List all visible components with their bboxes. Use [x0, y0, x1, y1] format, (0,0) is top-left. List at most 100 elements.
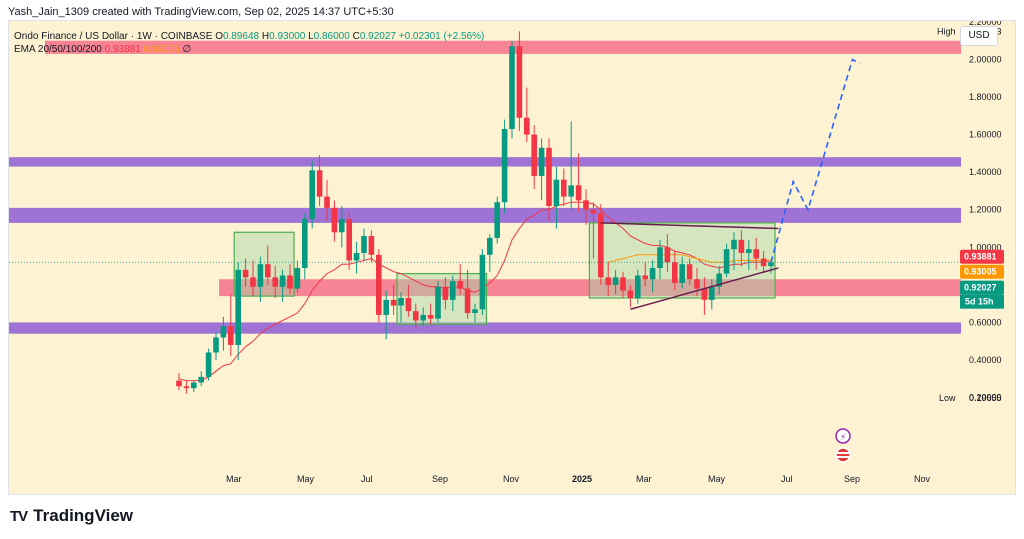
- candle-body[interactable]: [376, 254, 382, 315]
- candle-body[interactable]: [605, 277, 611, 285]
- candle-body[interactable]: [709, 286, 715, 300]
- candle-body[interactable]: [450, 281, 456, 300]
- candle-body[interactable]: [760, 258, 767, 267]
- candle-body[interactable]: [183, 386, 190, 389]
- candle-body[interactable]: [738, 239, 745, 253]
- chart-panel[interactable]: 2.20000 2.00000 1.80000 1.60000 1.40000 1.200…: [8, 20, 1016, 495]
- candle-body[interactable]: [620, 277, 626, 291]
- candle-body[interactable]: [279, 275, 286, 287]
- candle-body[interactable]: [686, 264, 693, 280]
- candle-body[interactable]: [494, 202, 500, 238]
- candle-body[interactable]: [546, 147, 552, 206]
- candle-body[interactable]: [635, 275, 641, 299]
- candle-body[interactable]: [220, 326, 227, 338]
- candle-body[interactable]: [442, 286, 449, 300]
- candle-body[interactable]: [672, 262, 678, 283]
- candle-body[interactable]: [524, 117, 530, 135]
- candle-body[interactable]: [768, 262, 774, 267]
- candle-body[interactable]: [390, 299, 397, 306]
- candle-body[interactable]: [694, 279, 700, 289]
- tradingview-logo[interactable]: TV TradingView: [10, 506, 133, 526]
- candle-body[interactable]: [501, 128, 508, 203]
- candle-body[interactable]: [716, 273, 722, 287]
- candle-body[interactable]: [553, 179, 560, 206]
- candle-body[interactable]: [583, 200, 589, 210]
- zone-resistance-top[interactable]: [45, 40, 961, 54]
- candle-body[interactable]: [213, 337, 219, 353]
- y-tick-label: 2.00000: [969, 55, 1002, 65]
- candle-body[interactable]: [228, 326, 234, 345]
- candle-body[interactable]: [575, 185, 582, 201]
- candle-body[interactable]: [561, 179, 567, 197]
- zone-purple-1[interactable]: [9, 157, 961, 167]
- candle-body[interactable]: [753, 249, 759, 259]
- candle-body[interactable]: [331, 207, 338, 233]
- candle-body[interactable]: [257, 264, 264, 287]
- candle-body[interactable]: [612, 277, 619, 285]
- price-chart[interactable]: 2.20000 2.00000 1.80000 1.60000 1.40000 1.200…: [9, 21, 1015, 494]
- candle-body[interactable]: [479, 254, 486, 310]
- legend-ema-label[interactable]: EMA 20/50/100/200: [14, 44, 102, 55]
- candle-body[interactable]: [516, 46, 523, 118]
- candle-body[interactable]: [339, 219, 345, 233]
- zone-purple-2[interactable]: [9, 207, 961, 223]
- candle-body[interactable]: [316, 170, 323, 197]
- candle-body[interactable]: [272, 277, 278, 287]
- candle-body[interactable]: [642, 275, 648, 280]
- candle-body[interactable]: [427, 314, 434, 319]
- legend-symbol[interactable]: Ondo Finance / US Dollar · 1W · COINBASE: [14, 31, 213, 42]
- candle-body[interactable]: [413, 311, 419, 321]
- candle-body[interactable]: [679, 264, 685, 283]
- candle-body[interactable]: [649, 267, 656, 280]
- candle-body[interactable]: [302, 219, 308, 268]
- trendline[interactable]: [600, 222, 779, 230]
- candle-body[interactable]: [657, 247, 663, 268]
- candle-body[interactable]: [361, 236, 367, 253]
- candle-body[interactable]: [205, 352, 212, 377]
- candle-body[interactable]: [198, 376, 204, 383]
- candle-body[interactable]: [701, 288, 708, 300]
- candle-body[interactable]: [324, 196, 330, 208]
- candle-body[interactable]: [287, 275, 293, 289]
- candle-body[interactable]: [309, 170, 315, 220]
- candle-body[interactable]: [250, 277, 256, 287]
- candle-body[interactable]: [590, 209, 597, 214]
- candle-body[interactable]: [472, 309, 478, 314]
- candle-body[interactable]: [420, 314, 426, 321]
- candle-body[interactable]: [346, 219, 352, 261]
- candle-body[interactable]: [398, 298, 404, 306]
- candle-body[interactable]: [723, 249, 730, 274]
- candle-body[interactable]: [538, 147, 545, 176]
- consolidation-box[interactable]: [396, 272, 488, 325]
- zone-purple-3[interactable]: [9, 322, 961, 334]
- candle-body[interactable]: [265, 264, 271, 278]
- low-value: 0.19655: [969, 393, 1002, 403]
- candle-body[interactable]: [627, 290, 634, 299]
- candle-body[interactable]: [568, 185, 574, 197]
- candle-body[interactable]: [598, 213, 604, 278]
- candle-body[interactable]: [405, 298, 412, 312]
- candle-body[interactable]: [487, 237, 493, 255]
- lightning-event-icon[interactable]: [835, 428, 851, 444]
- currency-button[interactable]: USD: [960, 26, 998, 46]
- x-tick-label: Nov: [914, 474, 931, 484]
- candle-body[interactable]: [464, 288, 471, 314]
- price-projection-path[interactable]: [770, 58, 861, 263]
- candle-body[interactable]: [731, 239, 737, 250]
- candle-body[interactable]: [235, 269, 241, 345]
- candle-body[interactable]: [191, 382, 197, 389]
- candle-body[interactable]: [294, 267, 301, 289]
- trendline[interactable]: [630, 267, 779, 310]
- candle-body[interactable]: [509, 46, 515, 129]
- candle-body[interactable]: [353, 252, 360, 261]
- candle-body[interactable]: [664, 247, 671, 263]
- candle-body[interactable]: [457, 281, 463, 289]
- candle-body[interactable]: [242, 269, 249, 278]
- candle-body[interactable]: [435, 286, 441, 319]
- candle-body[interactable]: [531, 134, 537, 176]
- candle-body[interactable]: [383, 299, 389, 315]
- candle-body[interactable]: [176, 380, 182, 387]
- us-flag-event-icon[interactable]: [835, 447, 851, 463]
- candle-body[interactable]: [368, 236, 375, 255]
- candle-body[interactable]: [746, 249, 752, 253]
